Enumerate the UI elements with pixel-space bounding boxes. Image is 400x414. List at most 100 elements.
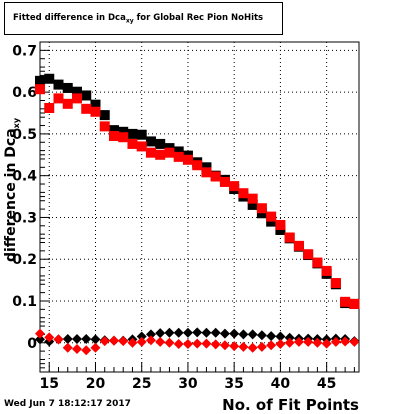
data-point-diamond bbox=[71, 344, 82, 355]
data-point-diamond bbox=[340, 336, 351, 347]
data-point-square bbox=[293, 240, 304, 251]
data-point-square bbox=[81, 103, 92, 114]
data-point-diamond bbox=[247, 342, 258, 353]
data-point-diamond bbox=[210, 339, 221, 350]
x-axis-label: No. of Fit Points bbox=[222, 396, 359, 414]
data-point-diamond bbox=[35, 334, 45, 345]
x-tick-label: 20 bbox=[86, 376, 106, 392]
data-point-diamond bbox=[53, 334, 64, 345]
data-point-square bbox=[71, 93, 82, 104]
data-point-diamond bbox=[81, 334, 92, 344]
y-tick-labels: 0 0.1 0.2 0.3 0.4 0.5 0.6 0.7 bbox=[12, 43, 37, 351]
data-point-diamond bbox=[182, 327, 193, 338]
data-point-diamond bbox=[312, 337, 323, 348]
data-point-diamond bbox=[173, 339, 184, 350]
data-point-diamond bbox=[229, 328, 240, 339]
y-tick-label: 0.1 bbox=[12, 294, 37, 310]
data-point-diamond bbox=[136, 336, 147, 347]
data-point-diamond bbox=[71, 334, 82, 344]
title-suffix: for Global Rec Pion NoHits bbox=[133, 13, 264, 23]
title-box: Fitted difference in Dcaxy for Global Re… bbox=[4, 2, 283, 35]
data-point-square bbox=[44, 73, 55, 84]
data-point-diamond bbox=[321, 338, 332, 349]
data-point-square bbox=[136, 129, 147, 140]
data-point-diamond bbox=[145, 329, 156, 340]
data-point-square bbox=[340, 296, 351, 307]
x-tick-labels: 15 20 25 30 35 40 45 bbox=[40, 376, 337, 392]
data-point-square bbox=[247, 199, 258, 210]
data-point-diamond bbox=[90, 342, 101, 353]
axis-ticks bbox=[39, 41, 355, 372]
data-point-square bbox=[81, 90, 92, 101]
data-point-diamond bbox=[164, 327, 175, 338]
y-axis-label-sub: xy bbox=[12, 117, 21, 128]
timestamp: Wed Jun 7 18:12:17 2017 bbox=[4, 399, 131, 409]
data-point-diamond bbox=[155, 328, 166, 339]
title-prefix: Fitted difference in Dca bbox=[13, 13, 126, 23]
data-point-square bbox=[284, 232, 295, 243]
chart-title: Fitted difference in Dcaxy for Global Re… bbox=[13, 13, 263, 25]
data-point-square bbox=[90, 106, 101, 117]
data-point-square bbox=[173, 146, 184, 157]
data-point-square bbox=[53, 93, 64, 104]
data-point-square bbox=[266, 216, 277, 227]
data-point-square bbox=[192, 160, 203, 171]
data-point-square bbox=[210, 171, 221, 182]
data-point-diamond bbox=[275, 339, 286, 350]
data-point-square bbox=[53, 79, 64, 90]
data-point-square bbox=[219, 176, 230, 187]
data-point-diamond bbox=[266, 331, 277, 342]
y-tick-label: 0.4 bbox=[12, 169, 37, 185]
y-tick-label: 0.3 bbox=[12, 210, 37, 226]
data-point-diamond bbox=[284, 337, 295, 348]
data-point-square bbox=[71, 86, 82, 97]
data-point-diamond bbox=[90, 334, 101, 345]
data-point-square bbox=[44, 103, 55, 113]
data-point-diamond bbox=[256, 330, 267, 341]
data-point-square bbox=[108, 130, 119, 141]
data-point-diamond bbox=[284, 332, 295, 343]
data-point-diamond bbox=[349, 336, 360, 347]
data-point-square bbox=[330, 278, 341, 289]
data-point-square bbox=[90, 99, 101, 110]
y-tick-label: 0.2 bbox=[12, 252, 37, 268]
data-point-square bbox=[321, 265, 332, 276]
data-point-diamond bbox=[108, 335, 119, 346]
data-point-diamond bbox=[293, 336, 304, 347]
data-point-diamond bbox=[164, 337, 175, 348]
x-tick-label: 35 bbox=[224, 376, 243, 392]
y-tick-label: 0.6 bbox=[12, 85, 37, 101]
data-point-square bbox=[145, 136, 156, 147]
data-point-diamond bbox=[275, 331, 286, 342]
data-point-square bbox=[99, 110, 110, 121]
data-point-diamond bbox=[210, 327, 221, 338]
data-point-diamond bbox=[219, 340, 230, 351]
data-point-diamond bbox=[118, 336, 129, 347]
data-point-diamond bbox=[238, 341, 249, 352]
data-point-square bbox=[164, 147, 175, 158]
data-point-square bbox=[62, 82, 73, 93]
data-point-square bbox=[145, 147, 156, 158]
y-tick-label: 0.7 bbox=[12, 43, 37, 59]
data-point-diamond bbox=[62, 342, 73, 353]
data-point-square bbox=[118, 126, 129, 137]
data-point-square bbox=[266, 211, 277, 222]
data-point-square bbox=[155, 138, 166, 149]
data-point-square bbox=[35, 84, 45, 95]
y-axis-label-main: difference in Dca bbox=[3, 128, 19, 262]
data-point-square bbox=[247, 193, 258, 204]
data-point-square bbox=[155, 149, 166, 160]
data-point-square bbox=[256, 208, 267, 219]
data-point-diamond bbox=[155, 336, 166, 347]
data-point-square bbox=[349, 298, 360, 309]
data-point-square bbox=[275, 219, 286, 230]
data-point-square bbox=[256, 203, 267, 214]
data-point-square bbox=[229, 181, 240, 192]
data-point-square bbox=[238, 188, 249, 199]
data-point-square bbox=[136, 141, 147, 152]
data-point-diamond bbox=[99, 336, 110, 347]
data-point-square bbox=[201, 162, 212, 173]
x-tick-label: 30 bbox=[178, 376, 198, 392]
x-tick-label: 25 bbox=[132, 376, 151, 392]
